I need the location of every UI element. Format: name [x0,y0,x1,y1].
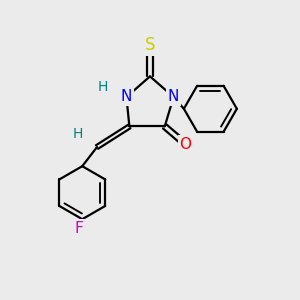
Text: N: N [121,89,132,104]
Text: O: O [179,136,191,152]
Text: H: H [73,127,83,141]
Text: S: S [145,37,155,55]
Text: H: H [98,80,108,94]
Text: N: N [168,89,179,104]
Text: F: F [75,221,84,236]
